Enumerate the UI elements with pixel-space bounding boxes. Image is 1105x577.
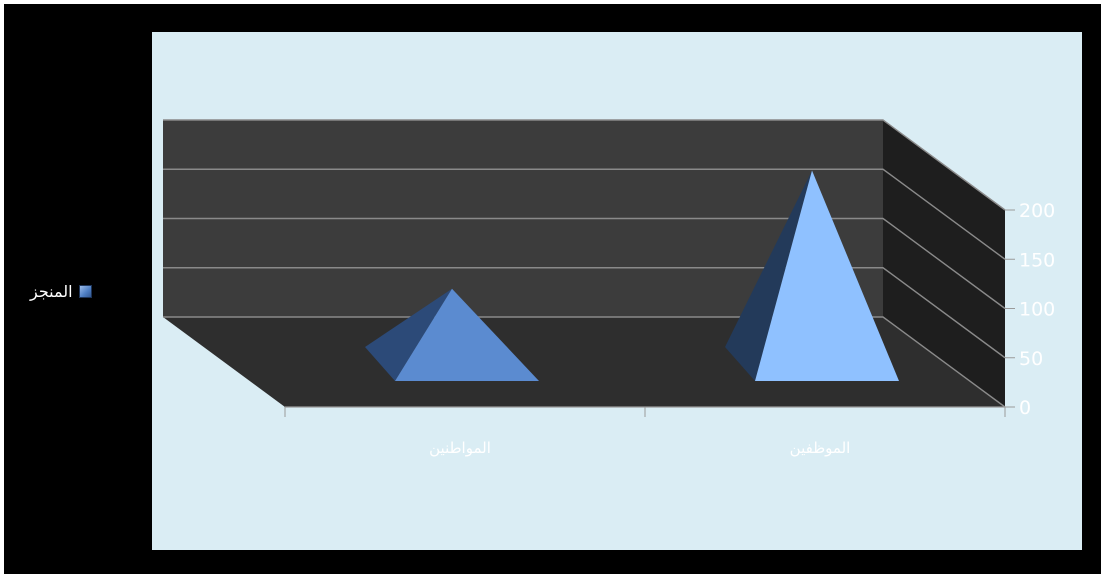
y-tick-label: 150 (1019, 249, 1055, 271)
y-tick-label: 100 (1019, 299, 1055, 321)
legend-swatch (79, 285, 92, 298)
category-label: الموظفين (790, 439, 851, 457)
y-tick-label: 200 (1019, 200, 1055, 222)
chart-legend: المنجز (30, 282, 92, 301)
x-axis-ticks (285, 407, 1005, 417)
y-tick-label: 50 (1019, 348, 1043, 370)
legend-label: المنجز (30, 282, 73, 301)
category-labels: الموظفين المواطنين (429, 439, 850, 457)
y-tick-label: 0 (1019, 397, 1031, 419)
category-label: المواطنين (429, 439, 491, 457)
